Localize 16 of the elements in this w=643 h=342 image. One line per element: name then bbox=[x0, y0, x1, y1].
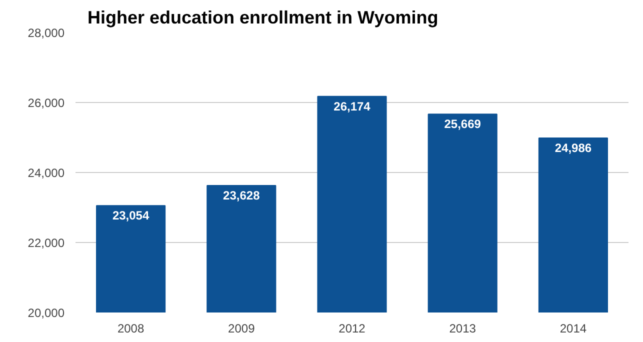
x-tick-label: 2008 bbox=[117, 322, 144, 336]
y-tick-label: 26,000 bbox=[28, 96, 65, 110]
x-tick-label: 2009 bbox=[228, 322, 256, 336]
chart-title: Higher education enrollment in Wyoming bbox=[88, 8, 438, 28]
y-tick-label: 22,000 bbox=[28, 236, 65, 250]
y-tick-label: 24,000 bbox=[28, 166, 65, 180]
data-label: 26,174 bbox=[334, 99, 371, 114]
data-label: 23,628 bbox=[223, 188, 260, 203]
x-tick-label: 2013 bbox=[449, 322, 476, 336]
y-tick-label: 20,000 bbox=[28, 306, 65, 320]
x-tick-label: 2012 bbox=[338, 322, 366, 336]
data-label: 25,669 bbox=[444, 117, 482, 132]
x-tick-label: 2014 bbox=[560, 322, 587, 336]
data-label: 24,986 bbox=[554, 140, 592, 155]
y-tick-label: 28,000 bbox=[28, 26, 65, 40]
data-label: 23,054 bbox=[112, 208, 150, 223]
